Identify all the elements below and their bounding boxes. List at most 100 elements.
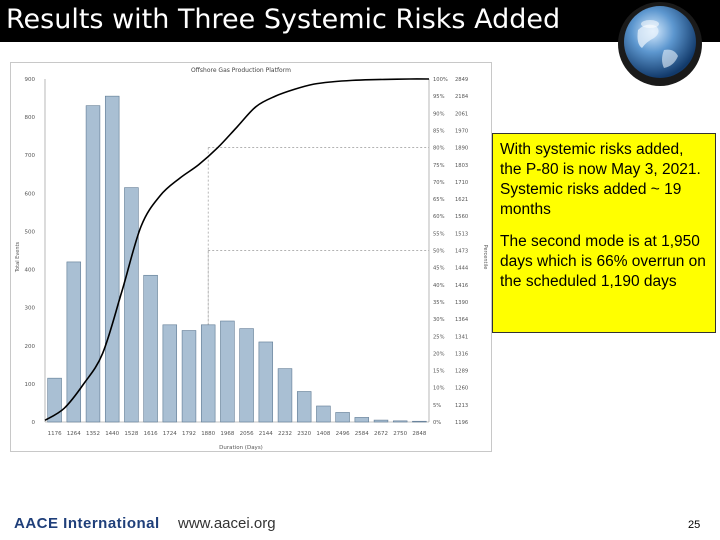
y2-tick-percent: 80% [433, 146, 445, 152]
y2-tick-duration: 1890 [455, 146, 468, 152]
x-tick-label: 1616 [144, 431, 158, 437]
bar [373, 419, 389, 423]
x-tick-label: 1880 [201, 431, 215, 437]
footer-url[interactable]: www.aacei.org [178, 515, 276, 532]
bar [66, 261, 82, 423]
chart-panel: Offshore Gas Production Platform Total E… [10, 62, 492, 452]
y2-tick-percent: 75% [433, 163, 445, 169]
x-tick-label: 2232 [278, 431, 292, 437]
y2-tick-percent: 10% [433, 386, 445, 392]
y2-tick-duration: 1710 [455, 180, 468, 186]
x-tick-label: 2496 [336, 431, 350, 437]
y2-tick-percent: 100% [433, 77, 448, 83]
y2-tick-percent: 20% [433, 351, 445, 357]
x-tick-label: 2584 [355, 431, 369, 437]
x-tick-label: 1440 [105, 431, 119, 437]
bar [239, 328, 254, 423]
callout-paragraph-1: With systemic risks added, the P-80 is n… [500, 141, 701, 218]
bar [392, 420, 408, 423]
y2-tick-percent: 25% [433, 334, 445, 340]
x-tick-label: 1264 [67, 431, 81, 437]
x-tick-label: 1352 [86, 431, 100, 437]
page-number: 25 [688, 519, 701, 531]
callout-box: With systemic risks added, the P-80 is n… [492, 133, 716, 333]
x-tick-label: 2750 [393, 431, 407, 437]
bar [85, 105, 101, 423]
y-tick-label: 100 [25, 382, 36, 388]
y2-tick-duration: 2849 [455, 77, 468, 83]
y2-tick-percent: 5% [433, 403, 441, 409]
x-tick-label: 1968 [220, 431, 234, 437]
bar [354, 417, 370, 423]
y2-tick-duration: 1513 [455, 231, 468, 237]
y-tick-label: 300 [25, 306, 36, 312]
chart-title: Offshore Gas Production Platform [191, 67, 291, 74]
y2-axis-label: Percentile [482, 245, 488, 270]
y2-tick-percent: 30% [433, 317, 445, 323]
globe-icon [618, 2, 702, 86]
x-tick-label: 1408 [316, 431, 330, 437]
y2-tick-duration: 1560 [455, 214, 468, 220]
y-tick-label: 800 [25, 115, 36, 121]
y2-tick-percent: 95% [433, 94, 445, 100]
y2-tick-duration: 1390 [455, 300, 468, 306]
x-tick-label: 2320 [297, 431, 311, 437]
x-tick-label: 1792 [182, 431, 196, 437]
y2-tick-duration: 1316 [455, 351, 468, 357]
y2-tick-percent: 15% [433, 369, 445, 375]
y2-tick-duration: 1416 [455, 283, 468, 289]
bar [296, 391, 312, 423]
y-tick-label: 400 [25, 268, 36, 274]
y2-tick-duration: 1444 [455, 266, 469, 272]
y2-tick-duration: 2061 [455, 111, 468, 117]
x-tick-label: 2056 [240, 431, 254, 437]
y2-tick-percent: 45% [433, 266, 445, 272]
y2-tick-duration: 1260 [455, 386, 468, 392]
bar [412, 420, 427, 423]
y2-tick-percent: 60% [433, 214, 445, 220]
aace-logo: AACE International [14, 515, 160, 532]
y2-tick-percent: 85% [433, 128, 445, 134]
chart: Offshore Gas Production Platform Total E… [15, 67, 488, 451]
slide-title: Results with Three Systemic Risks Added [6, 4, 561, 35]
cumulative-curve [44, 78, 430, 421]
y2-tick-duration: 1364 [455, 317, 469, 323]
y2-tick-percent: 35% [433, 300, 445, 306]
y2-tick-duration: 1213 [455, 403, 468, 409]
bar [277, 368, 293, 423]
title-bar: Results with Three Systemic Risks Added [0, 0, 720, 42]
y-tick-label: 600 [25, 191, 36, 197]
y2-tick-duration: 1621 [455, 197, 468, 203]
y2-tick-percent: 0% [433, 420, 441, 426]
bar [162, 324, 178, 423]
bar [258, 341, 274, 423]
y-tick-label: 700 [25, 153, 36, 159]
bar [124, 187, 139, 423]
y-tick-label: 900 [25, 77, 36, 83]
y2-tick-duration: 1341 [455, 334, 468, 340]
y-tick-label: 200 [25, 344, 36, 350]
y2-tick-duration: 2184 [455, 94, 469, 100]
x-axis-label: Duration (Days) [219, 445, 263, 451]
y-tick-label: 0 [32, 420, 36, 426]
bar [200, 324, 216, 423]
y2-tick-duration: 1803 [455, 163, 468, 169]
callout-paragraph-2: The second mode is at 1,950 days which i… [500, 233, 706, 290]
x-tick-label: 1176 [48, 431, 62, 437]
y2-tick-percent: 55% [433, 231, 445, 237]
bar [143, 274, 158, 423]
y2-tick-percent: 40% [433, 283, 445, 289]
x-tick-label: 2144 [259, 431, 273, 437]
y2-tick-duration: 1196 [455, 420, 468, 426]
x-tick-label: 1528 [124, 431, 138, 437]
x-tick-label: 1724 [163, 431, 177, 437]
bar [335, 412, 350, 423]
y-tick-label: 500 [25, 229, 36, 235]
x-tick-label: 2672 [374, 431, 388, 437]
y2-tick-duration: 1970 [455, 128, 468, 134]
y2-tick-percent: 90% [433, 111, 445, 117]
y2-tick-percent: 50% [433, 249, 445, 255]
y2-tick-duration: 1289 [455, 369, 468, 375]
y-axis-label: Total Events [15, 242, 21, 274]
y2-tick-percent: 70% [433, 180, 445, 186]
